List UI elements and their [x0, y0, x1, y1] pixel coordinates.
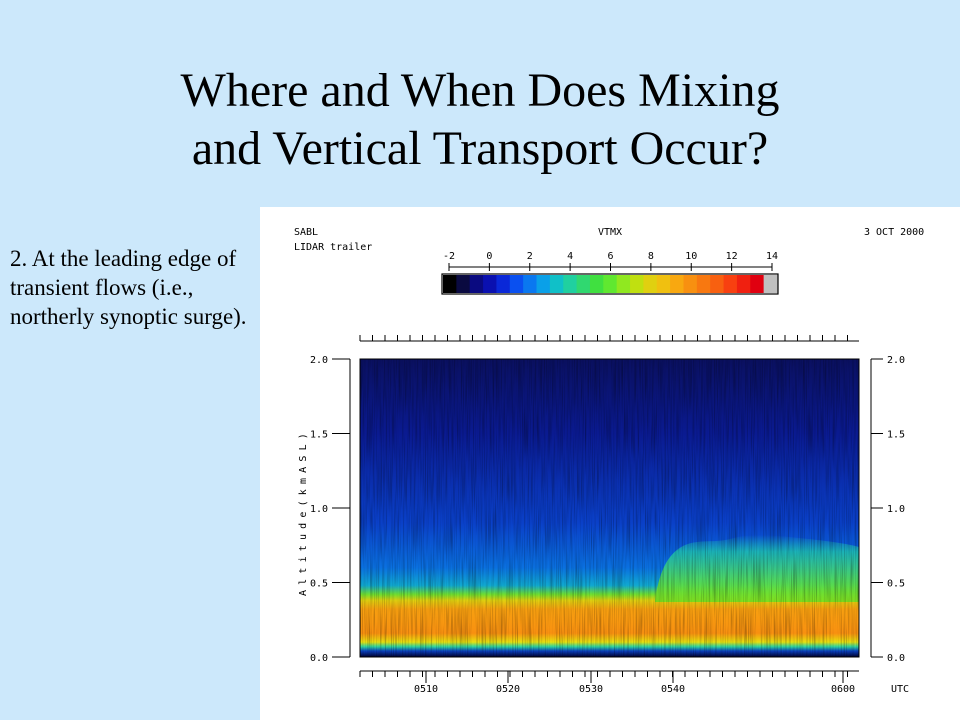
y-axis-label-glyph: d — [298, 523, 309, 529]
colorbar-swatch — [603, 275, 618, 293]
figure-variable-label: VTMX — [598, 227, 623, 238]
colorbar-swatch — [496, 275, 511, 293]
x-tick-label: 0520 — [496, 684, 520, 695]
y-axis-label-glyph: i — [298, 556, 309, 562]
colorbar-swatch — [643, 275, 658, 293]
colorbar-tick-labels: -2 0 2 4 6 8 10 12 14 — [443, 251, 778, 271]
bullet-text: 2. At the leading edge of transient flow… — [10, 246, 247, 329]
y-right-tick-label: 0.0 — [887, 653, 905, 664]
x-tick-label: 0530 — [579, 684, 603, 695]
y-left-tick-label: 1.5 — [310, 430, 328, 441]
colorbar-swatch — [683, 275, 698, 293]
colorbar-tick-label: 2 — [527, 251, 533, 262]
y-axis-label-glyph: L — [298, 444, 309, 450]
y-axis-label-glyph: ) — [298, 433, 309, 439]
colorbar-swatch — [589, 275, 604, 293]
y-left-tick-label: 1.0 — [310, 504, 328, 515]
y-right-tick-label: 1.0 — [887, 504, 905, 515]
colorbar-swatch — [736, 275, 751, 293]
y-right-tick-label: 2.0 — [887, 355, 905, 366]
colorbar — [441, 273, 779, 295]
y-right-tick-label: 0.5 — [887, 579, 905, 590]
colorbar-tick-label: 14 — [766, 251, 778, 262]
colorbar-swatch — [563, 275, 578, 293]
colorbar-tick-label: 4 — [567, 251, 573, 262]
y-axis-label-glyph: e — [298, 512, 309, 518]
figure-instrument-label: LIDAR trailer — [294, 242, 373, 253]
y-left-tick-label: 0.5 — [310, 579, 328, 590]
plot-frame — [359, 358, 860, 658]
y-axis-label-glyph: t — [298, 545, 309, 551]
y-axis-label-glyph: k — [298, 489, 309, 495]
lidar-figure: SABL LIDAR trailer VTMX 3 OCT 2000 -2 0 2 4… — [260, 207, 960, 720]
colorbar-swatch — [670, 275, 684, 293]
colorbar-swatch — [576, 275, 591, 293]
figure-project-label: SABL — [294, 227, 319, 238]
y-axis-label-glyph: t — [298, 568, 309, 574]
y-axis-label-glyph: m — [298, 478, 309, 484]
y-axis-label-glyph: l — [298, 579, 309, 585]
y-right-tick-label: 1.5 — [887, 430, 905, 441]
colorbar-swatch — [549, 275, 564, 293]
x-unit-label: UTC — [891, 684, 909, 695]
title-line-1: Where and When Does Mixing — [180, 64, 780, 117]
lidar-time-height-plot: 0510 0520 0530 0540 0600 UTC 0.0 0.0 0.5 0.5 1.0 1.… — [298, 335, 909, 695]
y-axis-label-glyph: A — [298, 590, 309, 596]
x-tick-label: 0600 — [831, 684, 855, 695]
figure-date-label: 3 OCT 2000 — [864, 227, 925, 238]
colorbar-swatch — [469, 275, 484, 293]
colorbar-tick-label: 12 — [726, 251, 738, 262]
colorbar-swatch — [696, 275, 711, 293]
y-axis-label-glyph: S — [298, 456, 309, 462]
colorbar-swatch — [523, 275, 538, 293]
y-axis-label-glyph: A — [298, 467, 309, 473]
y-axis-label-glyph: u — [298, 534, 309, 540]
colorbar-swatch — [750, 275, 765, 293]
colorbar-swatch — [763, 275, 778, 293]
colorbar-swatch — [616, 275, 631, 293]
y-axis-label-glyph: ( — [298, 500, 309, 506]
colorbar-tick-label: 6 — [607, 251, 613, 262]
title-line-2: and Vertical Transport Occur? — [191, 122, 769, 175]
colorbar-swatch — [710, 275, 725, 293]
colorbar-swatch — [630, 275, 644, 293]
y-left-tick-label: 0.0 — [310, 653, 328, 664]
colorbar-frame — [441, 273, 779, 295]
field-texture — [360, 359, 859, 657]
colorbar-tick-label: -2 — [443, 251, 455, 262]
colorbar-swatch — [443, 275, 457, 293]
x-tick-label: 0540 — [661, 684, 685, 695]
slide-title: Where and When Does Mixing and Vertical … — [0, 62, 960, 178]
y-left-tick-label: 2.0 — [310, 355, 328, 366]
colorbar-tick-label: 8 — [648, 251, 654, 262]
backscatter-field — [360, 359, 859, 657]
colorbar-swatch — [483, 275, 497, 293]
colorbar-tick-label: 10 — [685, 251, 697, 262]
x-tick-label: 0510 — [414, 684, 438, 695]
colorbar-swatch — [723, 275, 738, 293]
colorbar-swatch — [536, 275, 551, 293]
colorbar-swatch — [656, 275, 671, 293]
colorbar-tick-label: 0 — [486, 251, 492, 262]
colorbar-swatch — [509, 275, 524, 293]
colorbar-swatch — [456, 275, 471, 293]
